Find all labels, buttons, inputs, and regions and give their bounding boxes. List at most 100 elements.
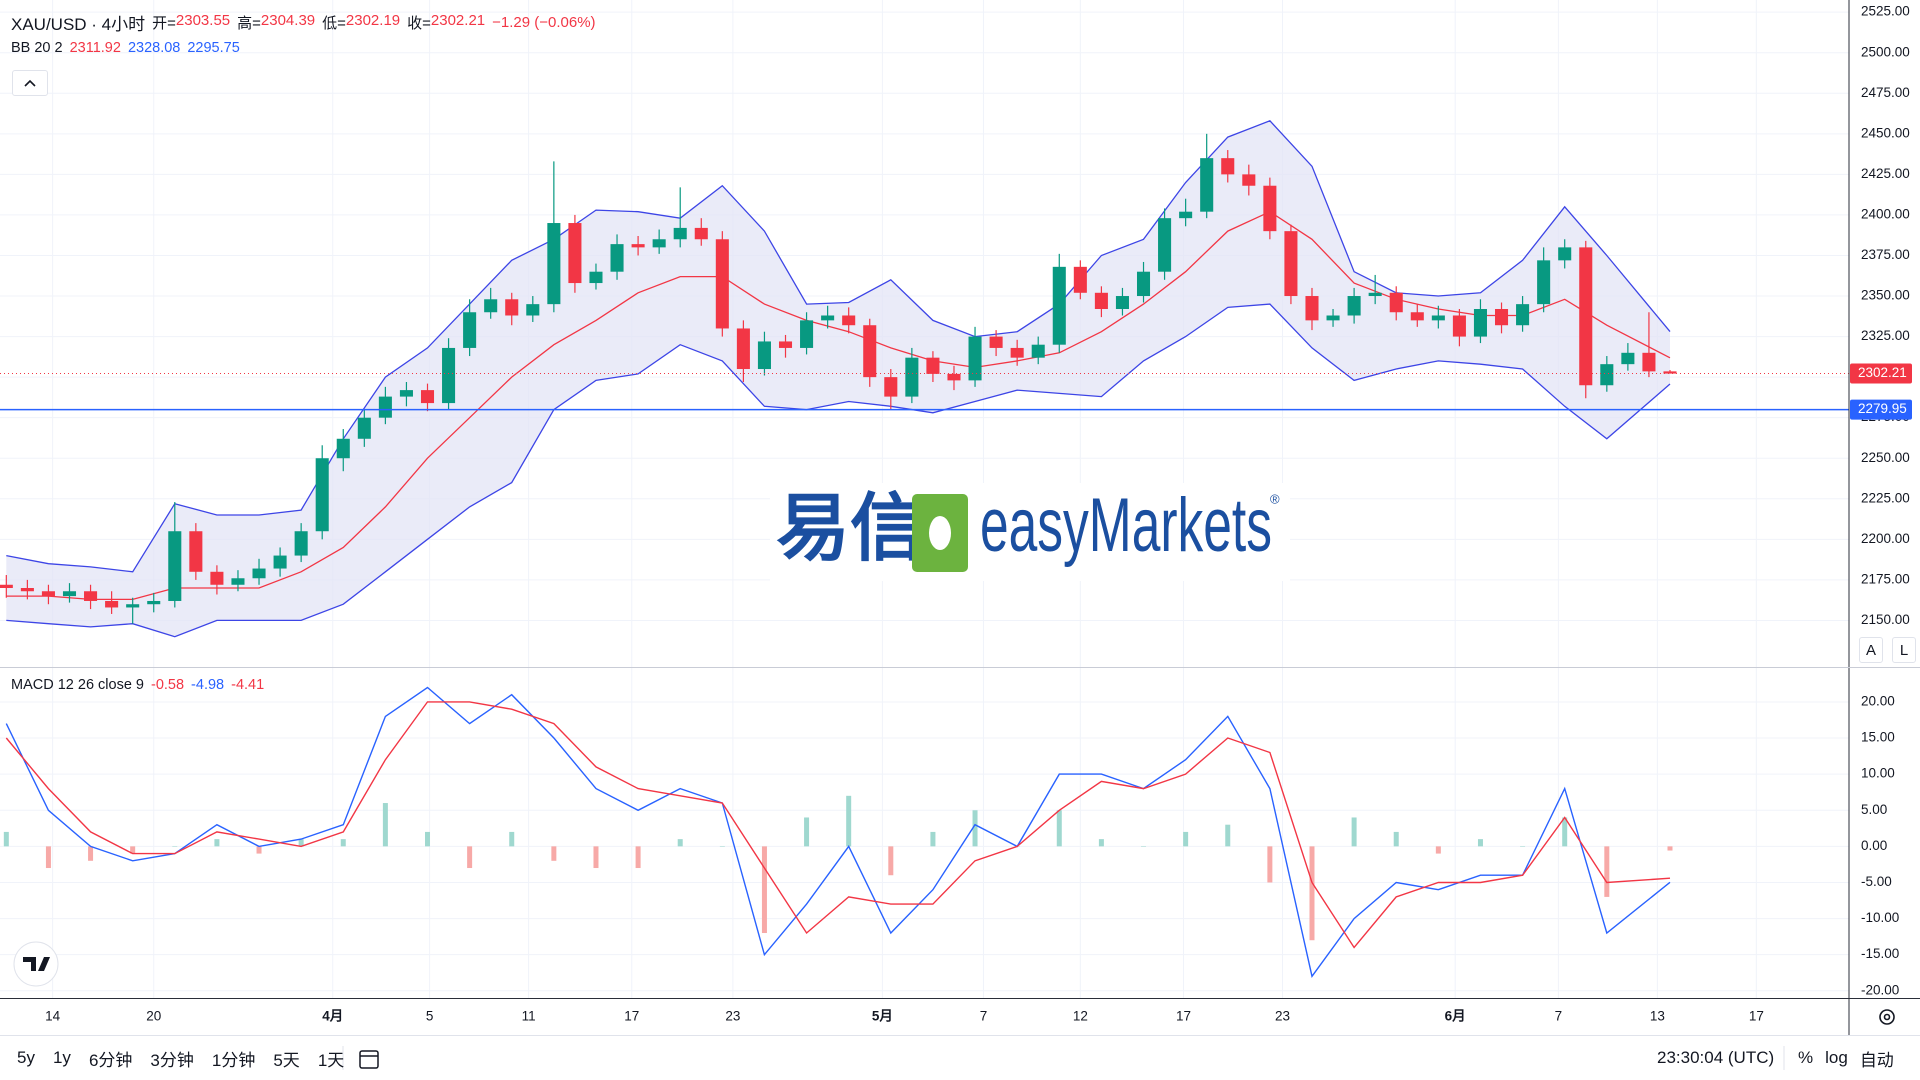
y-tick-label: 15.00 bbox=[1861, 730, 1895, 745]
candle-body bbox=[1179, 211, 1193, 219]
candle-body bbox=[1579, 247, 1593, 386]
histogram-bar bbox=[972, 810, 978, 847]
candle-body bbox=[294, 531, 308, 556]
range-button[interactable]: 3分钟 bbox=[150, 1050, 194, 1070]
candle-body bbox=[505, 299, 519, 316]
histogram-bar bbox=[1309, 846, 1315, 941]
candle-body bbox=[968, 336, 982, 381]
histogram-bar bbox=[382, 803, 388, 847]
y-tick-label: 20.00 bbox=[1861, 694, 1895, 709]
histogram-bar bbox=[1604, 846, 1610, 897]
range-button[interactable]: 5天 bbox=[273, 1050, 300, 1070]
candle-body bbox=[357, 417, 371, 439]
candle-body bbox=[1326, 315, 1340, 321]
histogram-bar bbox=[1667, 846, 1673, 851]
candle-body bbox=[463, 312, 477, 348]
clock[interactable]: 23:30:04 (UTC) bbox=[1657, 1048, 1775, 1067]
candle-body bbox=[905, 357, 919, 397]
y-tick-label: 2475.00 bbox=[1861, 85, 1910, 100]
grid bbox=[0, 0, 1849, 998]
candle-body bbox=[252, 568, 266, 579]
range-toolbar: 5y 1y 6分钟 3分钟 1分钟 5天 1天 bbox=[8, 1036, 353, 1080]
histogram-bar bbox=[1267, 846, 1273, 883]
histogram-bar bbox=[761, 846, 767, 934]
y-tick-label: 0.00 bbox=[1861, 838, 1887, 853]
log-button[interactable]: log bbox=[1825, 1048, 1848, 1067]
x-tick-label: 6月 bbox=[1445, 1009, 1466, 1024]
candle-body bbox=[420, 390, 435, 404]
y-tick-label: 2325.00 bbox=[1861, 328, 1910, 343]
histogram-bar bbox=[1183, 831, 1189, 847]
histogram-bar bbox=[509, 831, 515, 847]
candle-body bbox=[1389, 292, 1403, 313]
legend-value: 2302.21 bbox=[430, 12, 486, 29]
y-tick-label: 2200.00 bbox=[1861, 531, 1910, 546]
candle-body bbox=[126, 604, 140, 608]
watermark-brand: easyMarkets bbox=[980, 483, 1272, 568]
range-button[interactable]: 1天 bbox=[317, 1050, 345, 1070]
settings-icon[interactable] bbox=[1879, 1009, 1895, 1025]
candle-body bbox=[947, 373, 961, 381]
legend-value: 2303.55 bbox=[175, 12, 231, 29]
collapse-button[interactable] bbox=[12, 70, 48, 96]
histogram-bar bbox=[45, 846, 51, 869]
range-button[interactable]: 5y bbox=[17, 1048, 35, 1067]
x-tick-label: 17 bbox=[1749, 1009, 1764, 1024]
time-axis-bg bbox=[0, 999, 1849, 1035]
histogram-bar bbox=[1520, 846, 1526, 847]
candle-body bbox=[1031, 344, 1045, 358]
candle-body bbox=[610, 244, 624, 272]
candle-body bbox=[1600, 364, 1614, 386]
x-tick-label: 7 bbox=[1555, 1009, 1563, 1024]
candle-body bbox=[800, 320, 814, 348]
candle-body bbox=[1263, 185, 1277, 232]
date-range-icon[interactable] bbox=[359, 1050, 379, 1069]
watermark-cn: 易信 bbox=[776, 487, 924, 570]
log-scale-button[interactable]: L bbox=[1892, 637, 1916, 663]
x-tick-label: 5 bbox=[426, 1009, 434, 1024]
range-button[interactable]: 1y bbox=[52, 1048, 71, 1067]
macd-title: MACD 12 26 close 9 bbox=[11, 677, 144, 693]
x-tick-label: 23 bbox=[1275, 1009, 1290, 1024]
percent-button[interactable]: % bbox=[1798, 1048, 1814, 1067]
y-tick-label: 2400.00 bbox=[1861, 206, 1910, 221]
candle-body bbox=[926, 357, 940, 374]
candle-body bbox=[673, 227, 687, 240]
bb-basis-value: 2311.92 bbox=[69, 40, 121, 56]
y-tick-label: 5.00 bbox=[1861, 802, 1887, 817]
ohlc-high: 高= 2304.39 bbox=[237, 12, 315, 33]
range-button[interactable]: 1分钟 bbox=[211, 1050, 256, 1070]
bb-band bbox=[6, 120, 1670, 637]
ohlc-low: 低= 2302.19 bbox=[322, 12, 400, 33]
candle-body bbox=[1368, 292, 1382, 297]
candle-body bbox=[1516, 304, 1530, 326]
macd-legend: MACD 12 26 close 9 -0.58 -4.98 -4.41 bbox=[11, 677, 264, 693]
y-tick-label: 2225.00 bbox=[1861, 490, 1910, 505]
candle-body bbox=[1642, 352, 1656, 372]
candle-body bbox=[547, 223, 561, 305]
auto-scale-button[interactable]: A bbox=[1859, 637, 1883, 663]
candle-body bbox=[484, 299, 498, 313]
y-tick-label: 2350.00 bbox=[1861, 288, 1910, 303]
histogram-bar bbox=[467, 846, 473, 869]
candle-body bbox=[1073, 266, 1087, 293]
legend-value: 2304.39 bbox=[260, 12, 316, 29]
candle-body bbox=[1537, 260, 1551, 305]
y-tick-label: 2150.00 bbox=[1861, 612, 1910, 627]
candle-body bbox=[1158, 218, 1172, 272]
candle-body bbox=[1452, 315, 1466, 337]
histogram-bar bbox=[551, 846, 557, 861]
candle-body bbox=[1558, 247, 1572, 261]
candle-body bbox=[1431, 315, 1445, 321]
range-button[interactable]: 6分钟 bbox=[88, 1050, 133, 1070]
auto-button[interactable]: 自动 bbox=[1859, 1050, 1894, 1070]
gear-ring bbox=[1879, 1009, 1895, 1025]
candle-body bbox=[378, 396, 392, 418]
candle-body bbox=[1494, 309, 1509, 326]
price-axis-bg bbox=[1849, 0, 1920, 1036]
candle-body bbox=[442, 347, 456, 404]
candle-body bbox=[168, 531, 182, 601]
y-tick-label: -10.00 bbox=[1861, 910, 1899, 925]
histogram-bar bbox=[677, 839, 683, 847]
